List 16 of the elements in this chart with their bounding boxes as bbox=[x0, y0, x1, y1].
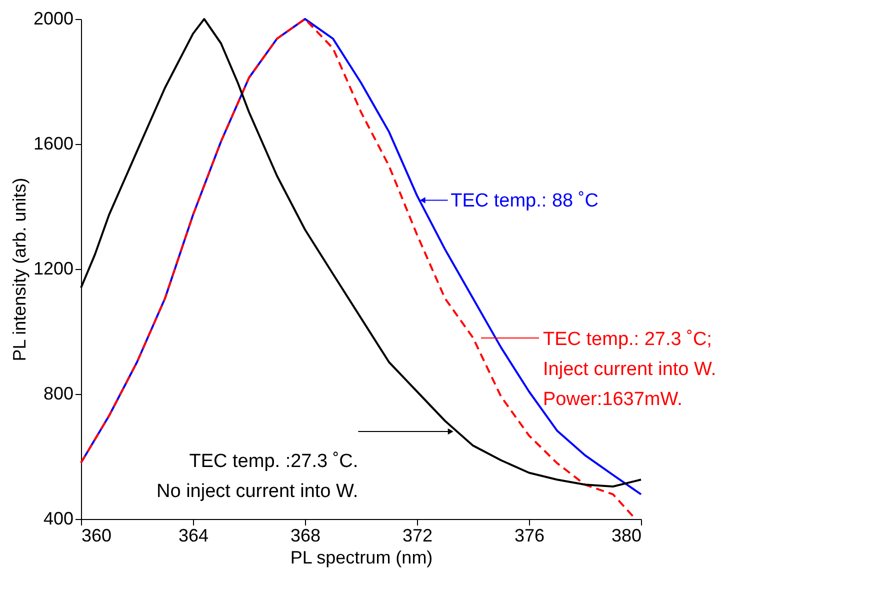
y-tick-label: 800 bbox=[43, 384, 74, 404]
annotation: TEC temp.: 88 ˚C bbox=[450, 190, 598, 212]
x-tick-label: 372 bbox=[402, 526, 433, 546]
x-tick-label: 380 bbox=[611, 526, 642, 546]
y-tick-label: 2000 bbox=[33, 8, 74, 28]
x-axis-title: PL spectrum (nm) bbox=[290, 548, 433, 568]
x-tick-label: 360 bbox=[82, 526, 112, 546]
y-tick-label: 400 bbox=[43, 508, 74, 528]
x-tick-label: 364 bbox=[178, 526, 209, 546]
y-tick-label: 1200 bbox=[33, 258, 74, 278]
y-tick-label: 1600 bbox=[33, 134, 74, 154]
x-tick-label: 376 bbox=[514, 526, 545, 546]
y-axis-title: PL intensity (arb. units) bbox=[9, 178, 30, 362]
x-tick-label: 368 bbox=[290, 526, 321, 546]
annotation: TEC temp.: 27.3 ˚C; Inject current into W. Power:1637mW. bbox=[543, 329, 716, 410]
annotation: TEC temp. :27.3 ˚C. No inject current into W. bbox=[156, 451, 358, 502]
